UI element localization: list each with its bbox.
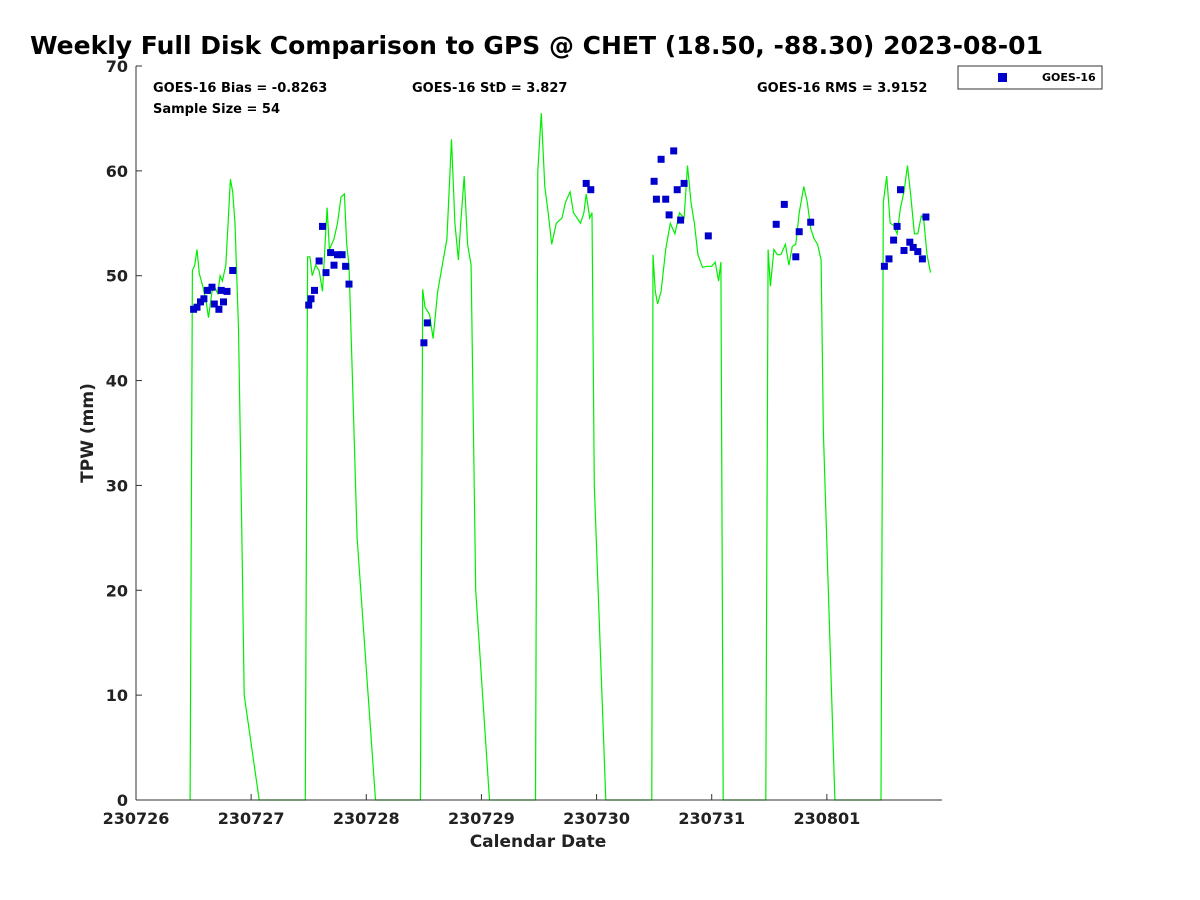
x-tick-label: 230730 [563, 809, 630, 828]
y-tick-label: 40 [106, 372, 128, 391]
goes16-point [208, 283, 216, 291]
legend: GOES-16 [957, 65, 1103, 90]
goes16-point [704, 232, 712, 240]
goes16-point [193, 303, 201, 311]
legend-marker-goes16 [998, 73, 1007, 82]
goes16-point [215, 305, 223, 313]
x-tick-label: 230728 [333, 809, 400, 828]
sample-size-stat: Sample Size = 54 [153, 102, 280, 117]
y-tick-label: 70 [106, 57, 128, 76]
goes16-point [330, 261, 338, 269]
goes16-point [900, 247, 908, 254]
legend-label-goes16: GOES-16 [1042, 71, 1096, 84]
goes16-point [880, 262, 888, 270]
goes16-point [311, 286, 318, 294]
goes16-point [203, 286, 211, 294]
goes16-point [307, 295, 315, 303]
goes16-point [210, 300, 218, 308]
x-tick-label: 230801 [793, 809, 860, 828]
y-axis-label: TPW (mm) [78, 383, 98, 483]
goes16-point [922, 213, 930, 221]
goes16-point [906, 238, 914, 246]
goes16-point [338, 251, 346, 259]
goes16-point [582, 179, 590, 187]
y-tick-label: 0 [117, 791, 128, 810]
goes16-point [670, 147, 678, 155]
bias-stat: GOES-16 Bias = -0.8263 [153, 81, 327, 96]
x-axis-ticks: 230726 230727 230728 230729 230730 230731 2308… [103, 794, 860, 828]
goes16-point [223, 287, 231, 295]
goes16-point [652, 195, 660, 203]
goes16-point [897, 186, 904, 194]
goes16-point [890, 236, 898, 244]
y-tick-label: 60 [106, 162, 128, 181]
goes16-point [680, 179, 688, 187]
goes16-point [807, 218, 815, 226]
y-tick-label: 10 [106, 686, 128, 705]
goes16-point [914, 248, 922, 256]
goes16-point [893, 222, 901, 230]
goes16-point [345, 280, 353, 288]
goes16-point [420, 339, 428, 347]
x-tick-label: 230731 [678, 809, 745, 828]
goes-series-layer [190, 147, 930, 347]
y-axis-ticks: 0 10 20 30 40 50 60 70 [106, 57, 142, 810]
goes16-point [220, 298, 227, 306]
y-tick-label: 50 [106, 267, 128, 286]
goes16-point [792, 253, 800, 261]
goes16-point [305, 301, 313, 309]
std-stat: GOES-16 StD = 3.827 [412, 81, 567, 96]
goes16-point [673, 186, 681, 194]
goes16-point [780, 200, 788, 208]
goes16-point [322, 269, 330, 277]
x-tick-label: 230729 [448, 809, 515, 828]
x-axis-label: Calendar Date [470, 832, 607, 852]
goes16-point [657, 155, 665, 163]
goes16-point [587, 186, 595, 194]
chart-title: Weekly Full Disk Comparison to GPS @ CHE… [30, 31, 1043, 60]
goes16-point [200, 295, 208, 303]
goes16-point [319, 222, 326, 230]
goes16-point [650, 177, 658, 185]
legend-box [957, 65, 1103, 90]
goes16-point [795, 228, 803, 236]
goes16-point [677, 216, 685, 224]
goes16-point [327, 249, 335, 257]
goes16-point [217, 286, 225, 294]
goes16-point [315, 257, 323, 265]
x-tick-label: 230727 [218, 809, 285, 828]
goes16-point [342, 262, 350, 270]
x-tick-label: 230726 [103, 809, 170, 828]
goes16-point [423, 319, 431, 327]
rms-stat: GOES-16 RMS = 3.9152 [757, 81, 927, 96]
goes16-point [772, 220, 780, 228]
goes16-point [665, 211, 673, 219]
goes16-point [229, 267, 237, 274]
goes16-point [885, 255, 893, 263]
goes16-point [662, 195, 670, 203]
plot-area [136, 66, 942, 800]
y-tick-label: 30 [106, 476, 128, 495]
goes16-point [918, 255, 926, 263]
goes16-point [909, 243, 917, 251]
y-tick-label: 20 [106, 581, 128, 600]
goes16-point [334, 251, 341, 259]
